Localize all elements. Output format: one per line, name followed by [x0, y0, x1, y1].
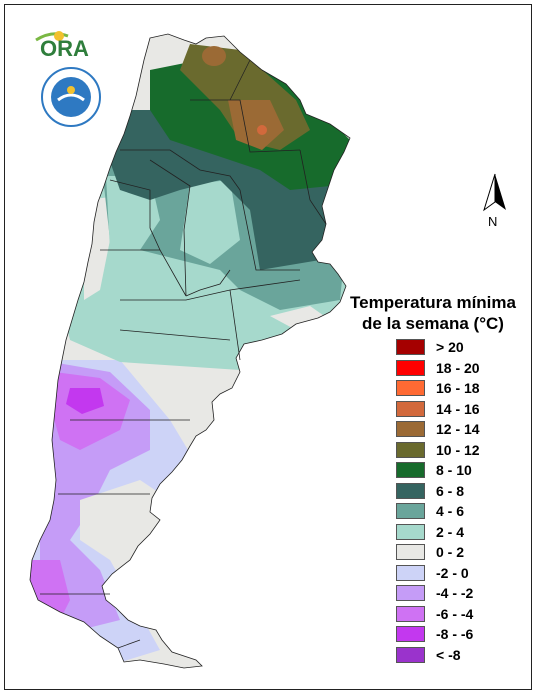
legend-swatch	[396, 462, 425, 478]
legend-item: 0 - 2	[396, 543, 526, 563]
legend-item: -6 - -4	[396, 605, 526, 625]
north-arrow-icon: N	[483, 173, 506, 228]
legend-title-line2: de la semana (°C)	[362, 314, 504, 333]
legend-label: 18 - 20	[436, 359, 480, 376]
legend-swatch	[396, 523, 425, 540]
legend-item: 8 - 10	[396, 461, 526, 481]
legend-label: 10 - 12	[436, 441, 480, 458]
legend-label: 6 - 8	[436, 482, 465, 499]
legend-label: > 20	[436, 339, 464, 355]
legend-swatch	[396, 585, 425, 601]
legend-swatch	[396, 626, 425, 642]
legend-swatch	[396, 339, 425, 355]
region-14-16	[257, 125, 267, 135]
legend-label: -2 - 0	[436, 564, 469, 581]
legend-label: 12 - 14	[436, 421, 480, 437]
legend-label: -6 - -4	[436, 605, 474, 622]
legend-item: -8 - -6	[396, 625, 526, 645]
legend-item: 10 - 12	[396, 441, 526, 461]
legend-title: Temperatura mínima de la semana (°C)	[338, 292, 528, 334]
legend-swatch	[396, 544, 425, 560]
region-12-14-north	[202, 46, 226, 66]
smn-logo	[41, 67, 101, 127]
legend-item: 16 - 18	[396, 379, 526, 399]
legend-swatch	[396, 503, 425, 519]
legend-item: < -8	[396, 646, 526, 666]
legend-item: -4 - -2	[396, 584, 526, 604]
north-label: N	[488, 214, 497, 228]
legend-swatch	[396, 421, 425, 437]
legend-label: -4 - -2	[436, 585, 474, 601]
legend-swatch	[396, 605, 425, 622]
legend-item: 14 - 16	[396, 400, 526, 420]
legend-item: -2 - 0	[396, 564, 526, 584]
province-borders	[29, 33, 351, 669]
legend-item: 4 - 6	[396, 502, 526, 522]
legend-swatch	[396, 380, 425, 396]
legend-item: 12 - 14	[396, 420, 526, 440]
legend-label: 16 - 18	[436, 380, 480, 396]
legend-label: 2 - 4	[436, 523, 465, 540]
legend-item: 6 - 8	[396, 482, 526, 502]
legend-label: 14 - 16	[436, 400, 480, 417]
legend-label: -8 - -6	[436, 626, 474, 642]
legend-item: 2 - 4	[396, 523, 526, 543]
legend-title-line1: Temperatura mínima	[350, 293, 516, 312]
legend-item: 18 - 20	[396, 359, 526, 379]
legend-label: 4 - 6	[436, 503, 465, 519]
ora-logo-text: ORA	[40, 36, 89, 60]
legend-swatch	[396, 359, 425, 376]
legend-label: 8 - 10	[436, 462, 472, 478]
legend-swatch	[396, 400, 425, 417]
legend-swatch	[396, 646, 425, 663]
legend-item: > 20	[396, 338, 526, 358]
legend-label: < -8	[436, 646, 461, 663]
region-2-4-center	[180, 180, 240, 264]
ora-logo: ORA	[35, 31, 89, 60]
legend-label: 0 - 2	[436, 544, 465, 560]
legend-swatch	[396, 482, 425, 499]
region-neg8-neg6	[66, 388, 104, 414]
legend-swatch	[396, 441, 425, 458]
legend-swatch	[396, 564, 425, 581]
